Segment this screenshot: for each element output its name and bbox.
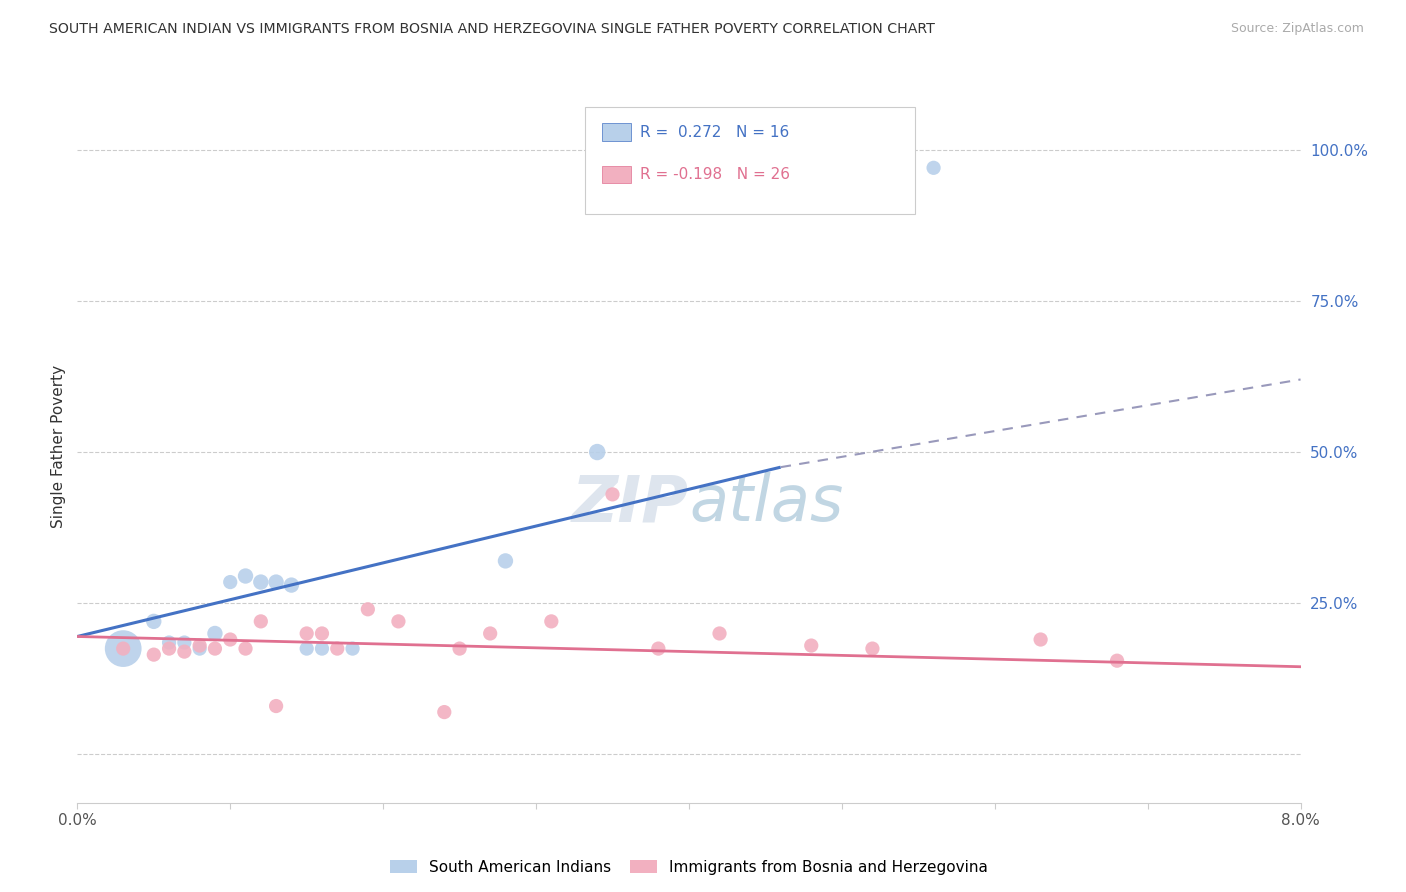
Text: ZIP: ZIP — [572, 472, 689, 534]
Point — [1107, 654, 1129, 668]
Point — [112, 641, 135, 656]
Point — [235, 641, 257, 656]
Point — [112, 641, 135, 656]
Point — [326, 641, 349, 656]
Point — [647, 641, 669, 656]
Point — [204, 626, 226, 640]
Point — [495, 554, 517, 568]
Point — [250, 615, 273, 629]
Point — [219, 632, 242, 647]
Point — [357, 602, 380, 616]
Y-axis label: Single Father Poverty: Single Father Poverty — [51, 365, 66, 527]
Text: R =  0.272   N = 16: R = 0.272 N = 16 — [640, 125, 789, 139]
Legend: South American Indians, Immigrants from Bosnia and Herzegovina: South American Indians, Immigrants from … — [384, 854, 994, 880]
Point — [264, 575, 287, 590]
Point — [602, 487, 624, 501]
Text: atlas: atlas — [689, 472, 844, 534]
FancyBboxPatch shape — [585, 107, 915, 214]
Point — [311, 641, 333, 656]
Point — [250, 575, 273, 590]
Point — [479, 626, 502, 640]
Point — [586, 445, 609, 459]
Point — [295, 626, 318, 640]
FancyBboxPatch shape — [602, 166, 631, 184]
Point — [157, 641, 180, 656]
Point — [188, 641, 211, 656]
Text: R = -0.198   N = 26: R = -0.198 N = 26 — [640, 168, 790, 182]
Point — [219, 575, 242, 590]
Point — [1029, 632, 1052, 647]
Point — [173, 645, 195, 659]
Point — [862, 641, 884, 656]
Point — [922, 161, 945, 175]
Point — [449, 641, 471, 656]
Point — [295, 641, 318, 656]
Text: SOUTH AMERICAN INDIAN VS IMMIGRANTS FROM BOSNIA AND HERZEGOVINA SINGLE FATHER PO: SOUTH AMERICAN INDIAN VS IMMIGRANTS FROM… — [49, 22, 935, 37]
Point — [280, 578, 302, 592]
Text: Source: ZipAtlas.com: Source: ZipAtlas.com — [1230, 22, 1364, 36]
Point — [800, 639, 823, 653]
Point — [142, 615, 165, 629]
Point — [342, 641, 364, 656]
Point — [311, 626, 333, 640]
Point — [235, 569, 257, 583]
Point — [540, 615, 562, 629]
Point — [433, 705, 456, 719]
Point — [264, 699, 287, 714]
Point — [157, 635, 180, 649]
FancyBboxPatch shape — [602, 123, 631, 141]
Point — [142, 648, 165, 662]
Point — [204, 641, 226, 656]
Point — [173, 635, 195, 649]
Point — [188, 639, 211, 653]
Point — [709, 626, 731, 640]
Point — [387, 615, 409, 629]
